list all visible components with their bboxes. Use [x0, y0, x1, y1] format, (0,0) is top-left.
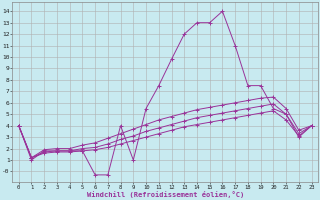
- X-axis label: Windchill (Refroidissement éolien,°C): Windchill (Refroidissement éolien,°C): [86, 191, 244, 198]
